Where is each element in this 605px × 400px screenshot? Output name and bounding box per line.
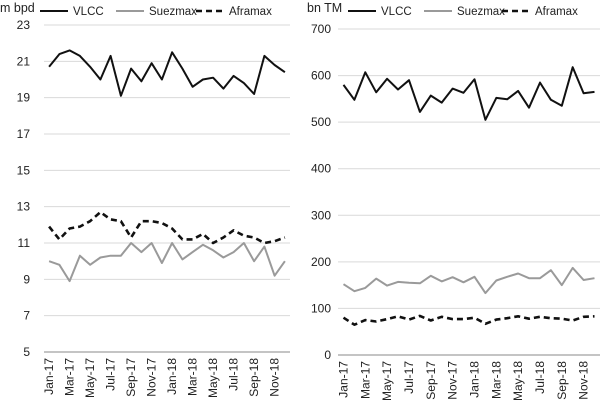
chart-panel-1: m bpd 5 7 9 11 13 15 17 19 21 23 Jan-17 Mar-17 May-17… bbox=[0, 1, 290, 398]
y-tick-label: 600 bbox=[311, 69, 331, 83]
series-line-suezmax bbox=[342, 266, 595, 295]
x-tick-label: Mar-17 bbox=[63, 358, 77, 396]
legend-label-aframax: Aframax bbox=[229, 6, 272, 18]
legend-label-vlcc: VLCC bbox=[73, 6, 104, 18]
x-tick-label: Jan-18 bbox=[165, 358, 179, 395]
y-tick-label: 19 bbox=[17, 91, 31, 105]
x-tick-label: Jan-17 bbox=[42, 358, 56, 395]
y-unit-label: m bpd bbox=[0, 1, 35, 15]
y-tick-label: 11 bbox=[18, 236, 31, 250]
y-tick-label: 100 bbox=[311, 301, 331, 315]
series-line-aframax bbox=[48, 210, 286, 245]
y-tick-label: 7 bbox=[23, 309, 30, 323]
y-tick-label: 9 bbox=[23, 272, 30, 286]
series-line-suezmax bbox=[48, 242, 286, 283]
x-tick-label: May-17 bbox=[83, 358, 97, 398]
x-tick-label: Sep-18 bbox=[247, 358, 261, 397]
y-tick-label: 15 bbox=[17, 163, 31, 177]
series-line-vlcc bbox=[342, 66, 595, 121]
x-tick-label: Mar-18 bbox=[489, 361, 503, 399]
x-tick-label: Nov-17 bbox=[145, 358, 159, 397]
y-tick-label: 21 bbox=[17, 54, 31, 68]
y-tick-label: 17 bbox=[17, 127, 31, 141]
x-tick-label: Jan-17 bbox=[336, 361, 350, 398]
y-tick-label: 400 bbox=[311, 162, 331, 176]
y-tick-label: 300 bbox=[311, 208, 331, 222]
y-tick-label: 0 bbox=[324, 348, 331, 362]
x-tick-label: Nov-18 bbox=[268, 358, 282, 397]
y-tick-label: 500 bbox=[311, 115, 331, 129]
y-tick-label: 13 bbox=[17, 200, 31, 214]
y-tick-label: 700 bbox=[311, 22, 331, 36]
x-tick-label: May-18 bbox=[511, 361, 525, 400]
y-unit-label: bn TM bbox=[307, 1, 342, 15]
series-line-vlcc bbox=[48, 49, 286, 97]
x-tick-label: May-18 bbox=[206, 358, 220, 398]
legend-label-suezmax: Suezmax bbox=[457, 6, 505, 18]
x-tick-label: Mar-18 bbox=[186, 358, 200, 396]
x-tick-label: Nov-17 bbox=[446, 361, 460, 400]
x-tick-label: Jan-18 bbox=[467, 361, 481, 398]
x-tick-label: May-17 bbox=[380, 361, 394, 400]
x-tick-label: Mar-17 bbox=[358, 361, 372, 399]
x-tick-label: Nov-18 bbox=[577, 361, 591, 400]
x-tick-label: Jul-17 bbox=[104, 358, 118, 391]
legend-label-suezmax: Suezmax bbox=[149, 6, 197, 18]
series-line-aframax bbox=[342, 314, 595, 327]
y-tick-label: 5 bbox=[23, 345, 30, 359]
x-tick-label: Sep-17 bbox=[424, 361, 438, 400]
legend-label-aframax: Aframax bbox=[535, 6, 578, 18]
x-tick-label: Jul-18 bbox=[533, 361, 547, 394]
x-tick-label: Jul-17 bbox=[402, 361, 416, 394]
y-tick-label: 23 bbox=[17, 18, 31, 32]
chart-panel-2: bn TM 0 100 200 300 400 500 600 700 Jan-17 Mar-17 M… bbox=[307, 1, 600, 400]
legend-label-vlcc: VLCC bbox=[381, 6, 412, 18]
x-tick-label: Sep-17 bbox=[124, 358, 138, 397]
x-tick-label: Jul-18 bbox=[227, 358, 241, 391]
x-tick-label: Sep-18 bbox=[555, 361, 569, 400]
y-tick-label: 200 bbox=[311, 255, 331, 269]
